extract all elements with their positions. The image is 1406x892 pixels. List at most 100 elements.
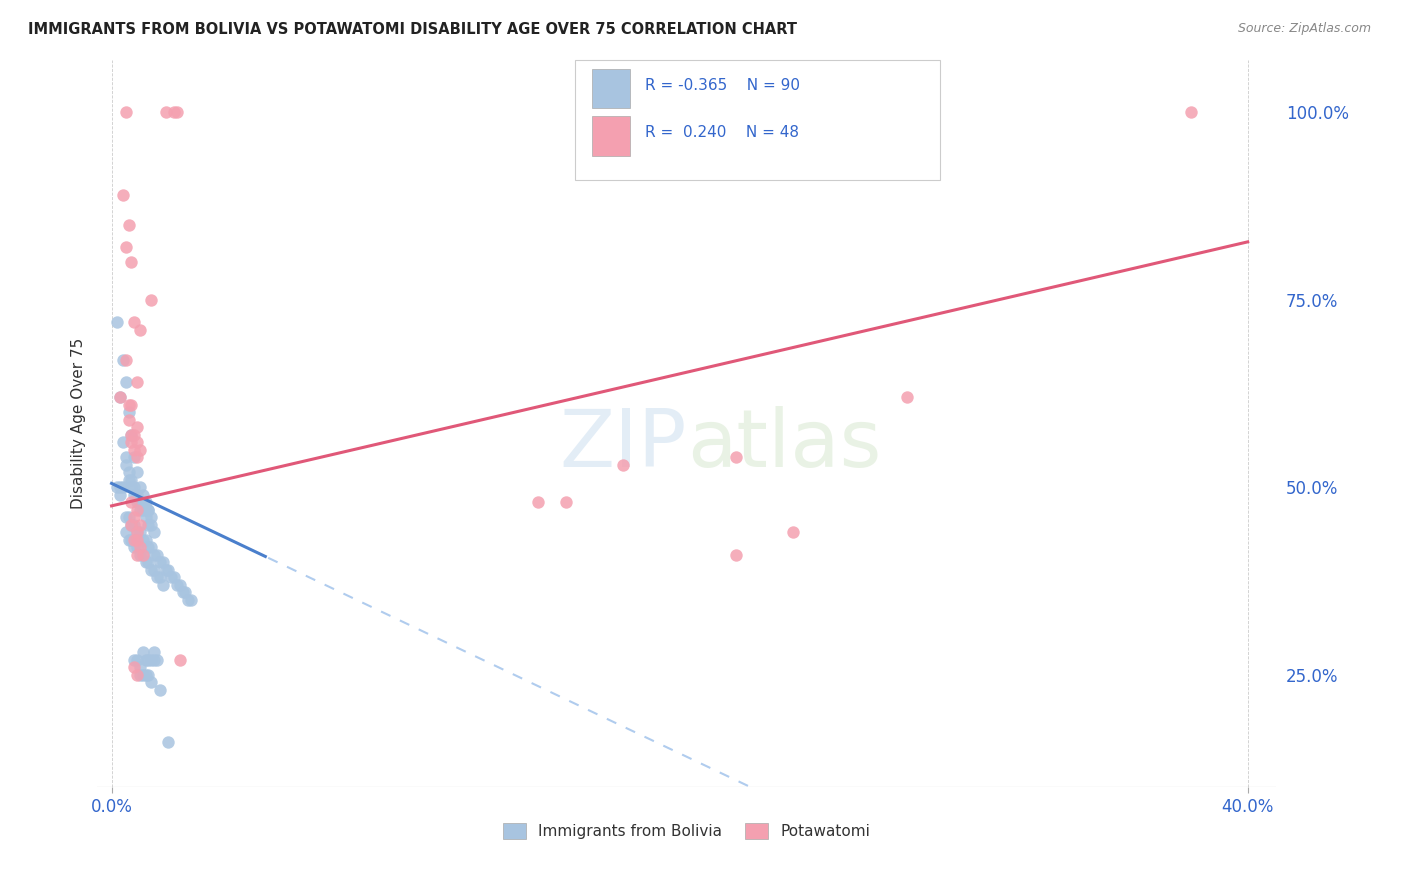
Point [135, 510, 157, 524]
Point [124, 653, 146, 667]
Point [169, 653, 191, 667]
Point [120, 398, 142, 412]
Point [124, 442, 146, 457]
Point [114, 525, 136, 540]
FancyBboxPatch shape [592, 116, 630, 155]
Text: R =  0.240    N = 48: R = 0.240 N = 48 [645, 125, 800, 140]
Point [141, 293, 163, 307]
Point [155, 105, 177, 120]
Point [120, 473, 142, 487]
Point [143, 563, 166, 577]
Point [124, 427, 146, 442]
FancyBboxPatch shape [592, 69, 630, 108]
Point [129, 517, 152, 532]
Text: R = -0.365    N = 90: R = -0.365 N = 90 [645, 78, 800, 93]
Point [135, 653, 157, 667]
Point [129, 495, 152, 509]
Point [124, 533, 146, 547]
Point [135, 502, 157, 516]
Point [114, 240, 136, 254]
Point [108, 488, 131, 502]
Point [124, 450, 146, 464]
Point [127, 525, 149, 540]
Point [127, 653, 149, 667]
Point [114, 375, 136, 389]
Point [120, 427, 142, 442]
Point [108, 390, 131, 404]
Point [120, 480, 142, 494]
Point [120, 517, 142, 532]
Point [132, 548, 155, 562]
Point [555, 495, 578, 509]
Point [135, 555, 157, 569]
Point [782, 525, 804, 540]
Point [114, 352, 136, 367]
Point [166, 577, 188, 591]
Point [141, 510, 163, 524]
Point [105, 480, 128, 494]
Point [129, 323, 152, 337]
Point [143, 525, 166, 540]
Point [141, 675, 163, 690]
Point [127, 495, 149, 509]
Point [111, 187, 134, 202]
Point [108, 390, 131, 404]
Point [132, 488, 155, 502]
Point [127, 502, 149, 516]
Point [129, 540, 152, 554]
Point [612, 458, 634, 472]
Point [138, 653, 160, 667]
Point [172, 585, 194, 599]
Point [127, 540, 149, 554]
Point [141, 653, 163, 667]
Point [143, 645, 166, 659]
Point [127, 548, 149, 562]
Point [127, 375, 149, 389]
Point [124, 488, 146, 502]
Point [117, 398, 139, 412]
Point [169, 577, 191, 591]
Point [129, 480, 152, 494]
Point [127, 667, 149, 681]
Point [124, 660, 146, 674]
Point [135, 495, 157, 509]
Point [146, 570, 169, 584]
Text: atlas: atlas [686, 406, 882, 484]
Point [127, 450, 149, 464]
Point [117, 473, 139, 487]
Point [120, 435, 142, 450]
Point [114, 510, 136, 524]
Point [149, 555, 172, 569]
Point [152, 577, 174, 591]
Point [120, 533, 142, 547]
Point [138, 667, 160, 681]
Point [896, 390, 918, 404]
Point [143, 548, 166, 562]
Point [143, 653, 166, 667]
Point [114, 450, 136, 464]
Point [111, 435, 134, 450]
Point [120, 517, 142, 532]
Point [138, 540, 160, 554]
Point [725, 548, 748, 562]
Point [132, 533, 155, 547]
Legend: Immigrants from Bolivia, Potawatomi: Immigrants from Bolivia, Potawatomi [498, 817, 876, 845]
Point [155, 563, 177, 577]
Point [157, 735, 180, 749]
Point [129, 442, 152, 457]
Point [129, 660, 152, 674]
Point [135, 667, 157, 681]
Point [166, 105, 188, 120]
Point [117, 533, 139, 547]
Point [124, 540, 146, 554]
Point [138, 517, 160, 532]
Point [132, 548, 155, 562]
Point [105, 315, 128, 329]
Y-axis label: Disability Age Over 75: Disability Age Over 75 [72, 338, 86, 509]
Point [141, 517, 163, 532]
Point [138, 555, 160, 569]
Point [114, 458, 136, 472]
Point [132, 495, 155, 509]
Point [138, 502, 160, 516]
Point [117, 510, 139, 524]
